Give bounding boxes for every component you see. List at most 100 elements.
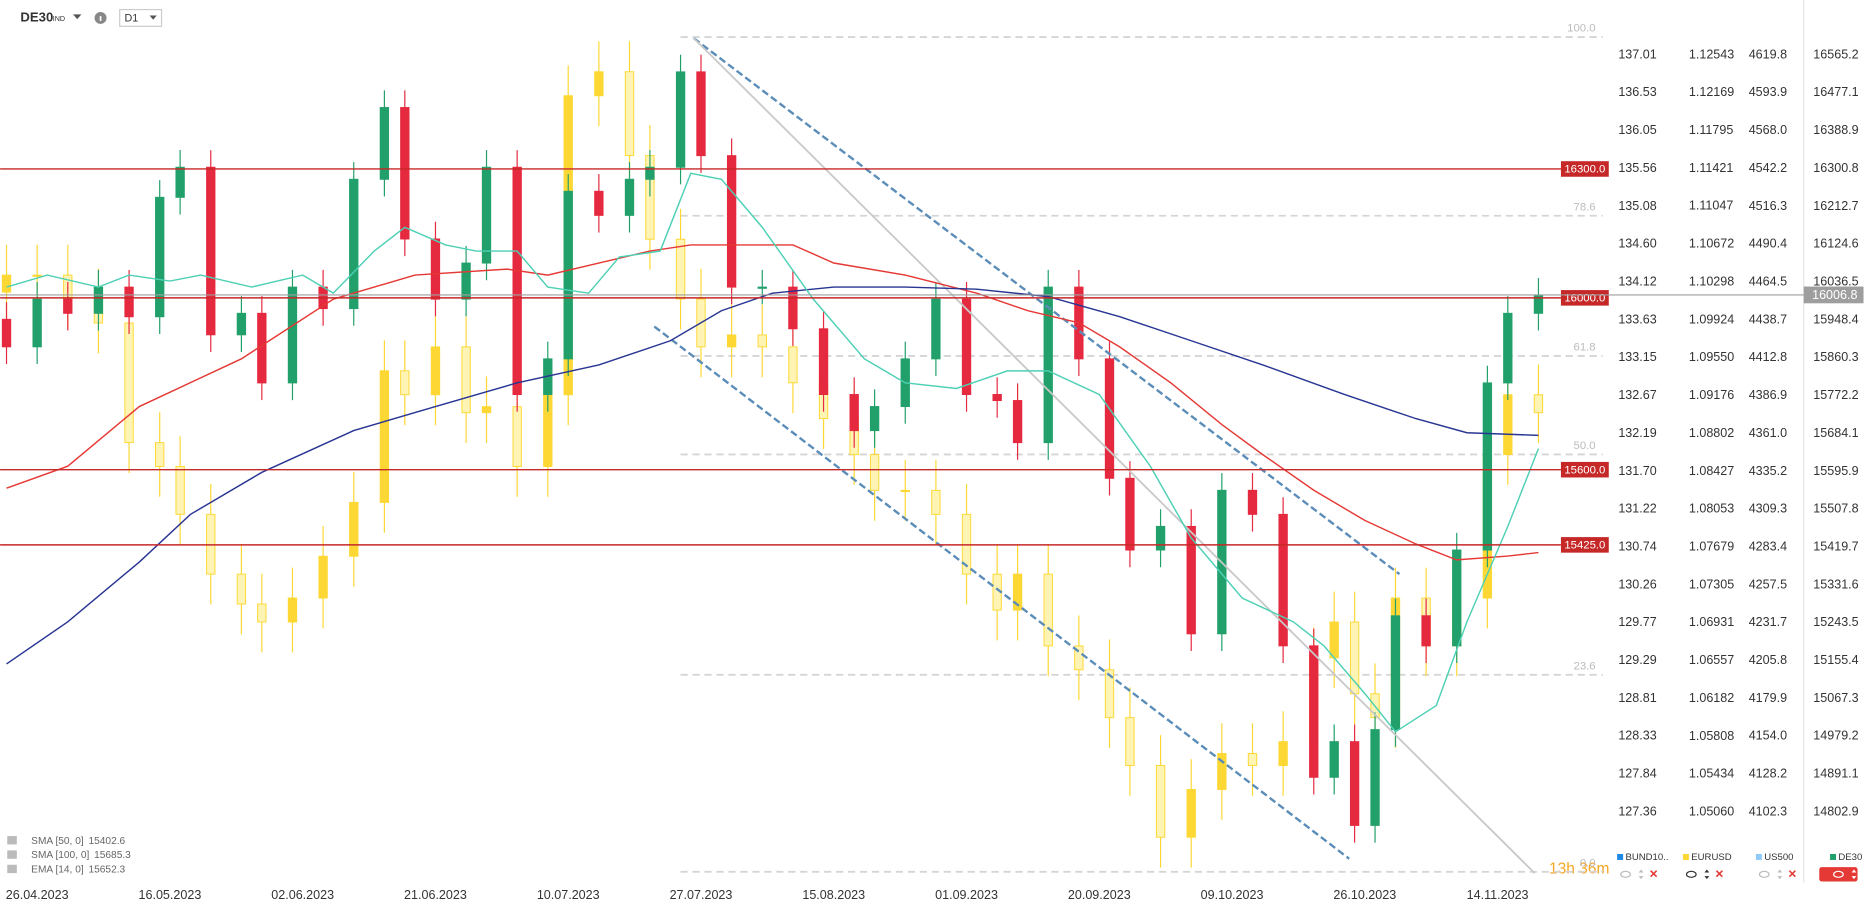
- candle-body: [788, 346, 798, 384]
- y2-tick-label: 1.12543: [1689, 47, 1734, 61]
- timeframe: D1: [124, 12, 138, 24]
- candle-body: [818, 328, 829, 395]
- hidden-scale-label: 4386.9: [1749, 388, 1787, 402]
- symbol-dropdown[interactable]: [73, 14, 82, 20]
- candle-body: [1012, 400, 1023, 444]
- indicator-value: 15652.3: [88, 864, 125, 875]
- legend-swatch: [1755, 853, 1762, 860]
- moving-average: [6, 286, 1539, 665]
- move-icon[interactable]: [1638, 869, 1644, 880]
- moving-average: [6, 172, 1540, 733]
- indicator-name: EMA [14, 0]: [31, 864, 84, 875]
- legend-label[interactable]: DE30: [1838, 852, 1862, 863]
- candle-body: [992, 394, 1002, 402]
- timeframe-select[interactable]: [119, 8, 163, 27]
- candle-body: [481, 406, 492, 414]
- legend-label[interactable]: EURUSD: [1691, 852, 1731, 863]
- candle-body: [1104, 669, 1115, 719]
- hidden-scale-label: 4361.0: [1749, 426, 1787, 440]
- candle-body: [757, 286, 767, 289]
- indicator-value: 15685.3: [94, 850, 131, 861]
- move-icon[interactable]: [1777, 869, 1783, 880]
- hidden-scale-label: 137.01: [1618, 47, 1656, 61]
- remove-icon[interactable]: [1862, 870, 1866, 878]
- y2-tick-label: 1.09550: [1689, 350, 1734, 364]
- candle-body: [961, 298, 972, 395]
- candle-body: [1104, 358, 1115, 479]
- hidden-scale-label: 133.63: [1618, 312, 1656, 326]
- candle-body: [1247, 753, 1258, 766]
- candle-body: [1278, 513, 1288, 647]
- candle-body: [1349, 741, 1360, 826]
- candle-body: [675, 238, 686, 300]
- market: IND: [53, 15, 65, 23]
- channel-lower: [653, 325, 1350, 860]
- y-tick-label: 14979.2: [1813, 729, 1858, 743]
- hidden-scale-label: 4438.7: [1749, 312, 1787, 326]
- candle-body: [931, 489, 941, 515]
- hidden-scale-label: 130.74: [1618, 539, 1656, 553]
- symbol[interactable]: DE30: [20, 9, 53, 24]
- hidden-scale-label: 4490.4: [1749, 237, 1787, 251]
- x-tick-label: 20.09.2023: [1068, 888, 1131, 902]
- y2-tick-label: 1.11047: [1689, 199, 1733, 213]
- candles-de30: [1, 54, 1544, 843]
- remove-icon[interactable]: [1788, 870, 1796, 878]
- y2-tick-label: 1.08427: [1689, 464, 1734, 478]
- channel-upper: [693, 37, 1401, 576]
- candle-body: [1452, 549, 1462, 647]
- visibility-icon[interactable]: [1833, 870, 1844, 878]
- indicator-legend: SMA [50, 0] 15402.6: [31, 836, 125, 847]
- indicator-icon[interactable]: [7, 850, 17, 859]
- hidden-scale-label: 128.33: [1618, 729, 1656, 743]
- hidden-scale-label: 134.60: [1618, 237, 1656, 251]
- remove-icon[interactable]: [1650, 870, 1658, 878]
- indicator-icon[interactable]: [7, 836, 17, 845]
- hidden-scale-label: 130.26: [1618, 577, 1656, 591]
- candle-body: [155, 196, 165, 318]
- hidden-scale-label: 129.77: [1618, 615, 1656, 629]
- candle-body: [1155, 765, 1166, 838]
- fib-label: 61.8: [1574, 342, 1596, 354]
- candle-body: [869, 454, 880, 491]
- y2-tick-label: 1.05060: [1689, 805, 1734, 819]
- y2-tick-label: 1.06931: [1689, 615, 1734, 629]
- y-tick-label: 16036.5: [1813, 274, 1858, 288]
- y2-tick-label: 1.11795: [1689, 123, 1733, 137]
- candle-body: [1217, 753, 1227, 790]
- visibility-icon[interactable]: [1758, 870, 1770, 878]
- move-icon[interactable]: [1851, 869, 1857, 880]
- legend-label[interactable]: BUND10..: [1626, 852, 1669, 863]
- remove-icon[interactable]: [1715, 870, 1723, 878]
- toolbar: DE30 IND D1: [20, 8, 163, 27]
- candle-body: [175, 166, 185, 198]
- price-level-label: 15600.0: [1564, 464, 1605, 476]
- candle-body: [1, 318, 12, 348]
- candle-body: [124, 286, 134, 318]
- hidden-scale-label: 4516.3: [1749, 199, 1787, 213]
- candle-body: [869, 406, 880, 432]
- price-level-box: [1560, 537, 1609, 553]
- x-tick-label: 10.07.2023: [537, 888, 600, 902]
- y2-tick-label: 1.10672: [1689, 237, 1734, 251]
- price-level-label: 15425.0: [1564, 539, 1605, 551]
- hidden-scale-label: 4128.2: [1749, 767, 1787, 781]
- candle-body: [1503, 312, 1513, 384]
- candle-body: [1278, 741, 1288, 766]
- candle-body: [1074, 645, 1084, 671]
- candle-body: [1186, 525, 1196, 635]
- legend-label[interactable]: US500: [1764, 852, 1793, 863]
- hidden-scale-label: 132.67: [1618, 388, 1656, 402]
- y2-tick-label: 1.08053: [1689, 502, 1734, 516]
- visibility-icon[interactable]: [1620, 870, 1631, 878]
- y2-tick-label: 1.12169: [1689, 85, 1734, 99]
- move-icon[interactable]: [1704, 869, 1710, 880]
- candle-body: [257, 603, 267, 623]
- candle-body: [1, 274, 12, 293]
- visibility-icon[interactable]: [1685, 870, 1697, 878]
- y-tick-label: 15067.3: [1813, 691, 1858, 705]
- candle-body: [1309, 645, 1319, 778]
- indicator-icon[interactable]: [7, 864, 17, 874]
- trend-line: [693, 37, 1536, 874]
- candle-body: [349, 178, 359, 310]
